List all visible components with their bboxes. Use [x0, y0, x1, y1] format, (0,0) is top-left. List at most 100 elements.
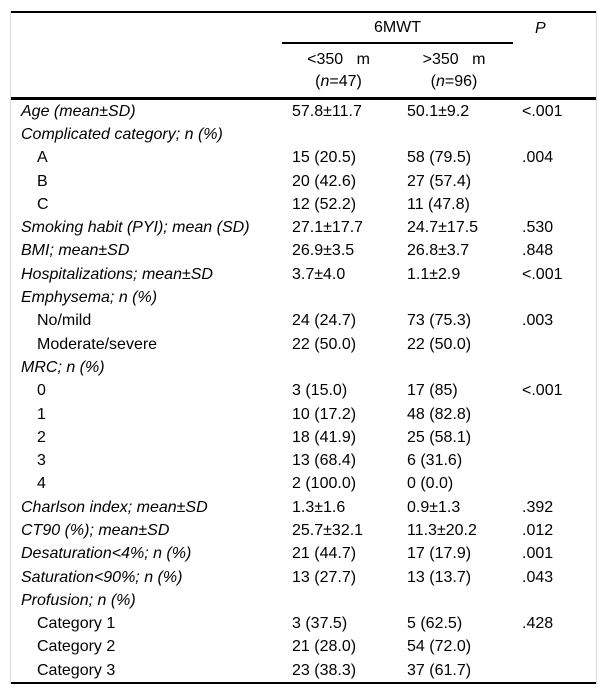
cell-lt350: 3 (15.0): [292, 382, 348, 400]
row-label: Profusion; n (%): [21, 591, 136, 609]
cell-gt350: 11.3±20.2: [407, 521, 477, 539]
cell-lt350: 3 (37.5): [292, 615, 348, 633]
cell-p: .530: [522, 219, 554, 237]
cell-lt350: 1.3±1.6: [292, 498, 346, 516]
cell-lt350: 57.8±11.7: [292, 102, 362, 120]
row-label: 2: [37, 428, 46, 446]
table-row: Charlson index; mean±SD 1.3±1.6 0.9±1.3 …: [11, 496, 596, 519]
row-label: Moderate/severe: [37, 335, 158, 353]
cell-lt350: 26.9±3.5: [292, 242, 355, 260]
table-row: Hospitalizations; mean±SD 3.7±4.0 1.1±2.…: [11, 263, 596, 286]
table-header-group-row: 6MWT P: [11, 13, 596, 44]
header-empty-cell: [11, 13, 282, 44]
cell-gt350: 6 (31.6): [407, 452, 463, 470]
row-label: 4: [37, 475, 46, 493]
cell-gt350: 58 (79.5): [407, 149, 472, 167]
row-label: MRC; n (%): [21, 358, 105, 376]
table-row: Smoking habit (PYI); mean (SD) 27.1±17.7…: [11, 216, 596, 239]
table-row: 4 2 (100.0) 0 (0.0): [11, 473, 596, 496]
row-label: Charlson index; mean±SD: [21, 498, 208, 516]
cell-lt350: 25.7±32.1: [292, 521, 364, 539]
row-label: Age (mean±SD): [21, 102, 136, 120]
cell-lt350: 27.1±17.7: [292, 219, 364, 237]
cell-p: <.001: [522, 265, 563, 283]
table-row: CT90 (%); mean±SD 25.7±32.1 11.3±20.2 .0…: [11, 519, 596, 542]
cell-lt350: 13 (68.4): [292, 452, 357, 470]
row-label: No/mild: [37, 312, 92, 330]
table-row: 2 18 (41.9) 25 (58.1): [11, 426, 596, 449]
bottom-rule: [11, 682, 596, 685]
row-label: 3: [37, 452, 46, 470]
cell-lt350: 24 (24.7): [292, 312, 357, 330]
cell-gt350: 37 (61.7): [407, 661, 472, 679]
header-col-gt350: >350 m (n=96): [395, 49, 513, 93]
cell-gt350: 26.8±3.7: [407, 242, 470, 260]
row-label: CT90 (%); mean±SD: [21, 521, 170, 539]
header-p-cell: P: [513, 13, 596, 44]
cell-p: .004: [522, 149, 554, 167]
n-symbol: n: [435, 73, 445, 90]
cell-lt350: 2 (100.0): [292, 475, 357, 493]
header-empty-cell: [11, 49, 282, 93]
table-body: Age (mean±SD) 57.8±11.7 50.1±9.2 <.001 C…: [11, 100, 596, 682]
header-6mwt-group: 6MWT: [282, 13, 513, 44]
cell-lt350: 18 (41.9): [292, 428, 357, 446]
cell-gt350: 0.9±1.3: [407, 498, 461, 516]
table-row: A 15 (20.5) 58 (79.5) .004: [11, 147, 596, 170]
cell-lt350: 21 (28.0): [292, 638, 357, 656]
header-rule: [11, 97, 596, 100]
header-lt350-range: <350 m: [307, 51, 370, 68]
row-label: 1: [37, 405, 46, 423]
table-row: Complicated category; n (%): [11, 123, 596, 146]
table-row: B 20 (42.6) 27 (57.4): [11, 170, 596, 193]
header-gt350-range: >350 m: [422, 51, 486, 68]
table-row: Age (mean±SD) 57.8±11.7 50.1±9.2 <.001: [11, 100, 596, 123]
cell-lt350: 12 (52.2): [292, 195, 357, 213]
header-col-lt350: <350 m (n=47): [282, 49, 395, 93]
row-label: Smoking habit (PYI); mean (SD): [21, 219, 250, 237]
row-label: Emphysema; n (%): [21, 289, 158, 307]
cell-lt350: 15 (20.5): [292, 149, 357, 167]
cell-lt350: 13 (27.7): [292, 568, 357, 586]
n-symbol: n: [320, 73, 330, 90]
table-row: BMI; mean±SD 26.9±3.5 26.8±3.7 .848: [11, 240, 596, 263]
table-row: C 12 (52.2) 11 (47.8): [11, 193, 596, 216]
table-row: Profusion; n (%): [11, 589, 596, 612]
cell-p: .003: [522, 312, 554, 330]
cell-p: .428: [522, 615, 554, 633]
row-label: BMI; mean±SD: [21, 242, 130, 260]
cell-gt350: 17 (85): [407, 382, 458, 400]
cell-p: .848: [522, 242, 554, 260]
cell-p: .043: [522, 568, 554, 586]
cell-gt350: 1.1±2.9: [407, 265, 461, 283]
cell-p: .012: [522, 521, 554, 539]
table-row: Saturation<90%; n (%) 13 (27.7) 13 (13.7…: [11, 566, 596, 589]
cell-gt350: 22 (50.0): [407, 335, 472, 353]
cell-gt350: 48 (82.8): [407, 405, 472, 423]
row-label: 0: [37, 382, 46, 400]
header-lt350-n: (n=47): [315, 73, 362, 90]
cell-gt350: 5 (62.5): [407, 615, 463, 633]
row-label: Saturation<90%; n (%): [21, 568, 183, 586]
cell-p: .392: [522, 498, 554, 516]
results-table: 6MWT P <350 m (n=47) >350 m (n=96) Age (…: [10, 11, 597, 685]
table-row: Category 1 3 (37.5) 5 (62.5) .428: [11, 613, 596, 636]
row-label: Desaturation<4%; n (%): [21, 545, 192, 563]
cell-gt350: 13 (13.7): [407, 568, 472, 586]
cell-gt350: 54 (72.0): [407, 638, 472, 656]
cell-lt350: 23 (38.3): [292, 661, 357, 679]
table-row: 1 10 (17.2) 48 (82.8): [11, 403, 596, 426]
row-label: B: [37, 172, 48, 190]
table-row: Emphysema; n (%): [11, 286, 596, 309]
cell-lt350: 3.7±4.0: [292, 265, 346, 283]
cell-gt350: 11 (47.8): [407, 195, 470, 213]
cell-gt350: 17 (17.9): [407, 545, 472, 563]
cell-gt350: 0 (0.0): [407, 475, 454, 493]
table-row: Category 2 21 (28.0) 54 (72.0): [11, 636, 596, 659]
row-label: C: [37, 195, 49, 213]
table-row: Moderate/severe 22 (50.0) 22 (50.0): [11, 333, 596, 356]
table-row: MRC; n (%): [11, 356, 596, 379]
cell-lt350: 21 (44.7): [292, 545, 357, 563]
header-p-spacer: [513, 49, 596, 93]
cell-gt350: 50.1±9.2: [407, 102, 470, 120]
